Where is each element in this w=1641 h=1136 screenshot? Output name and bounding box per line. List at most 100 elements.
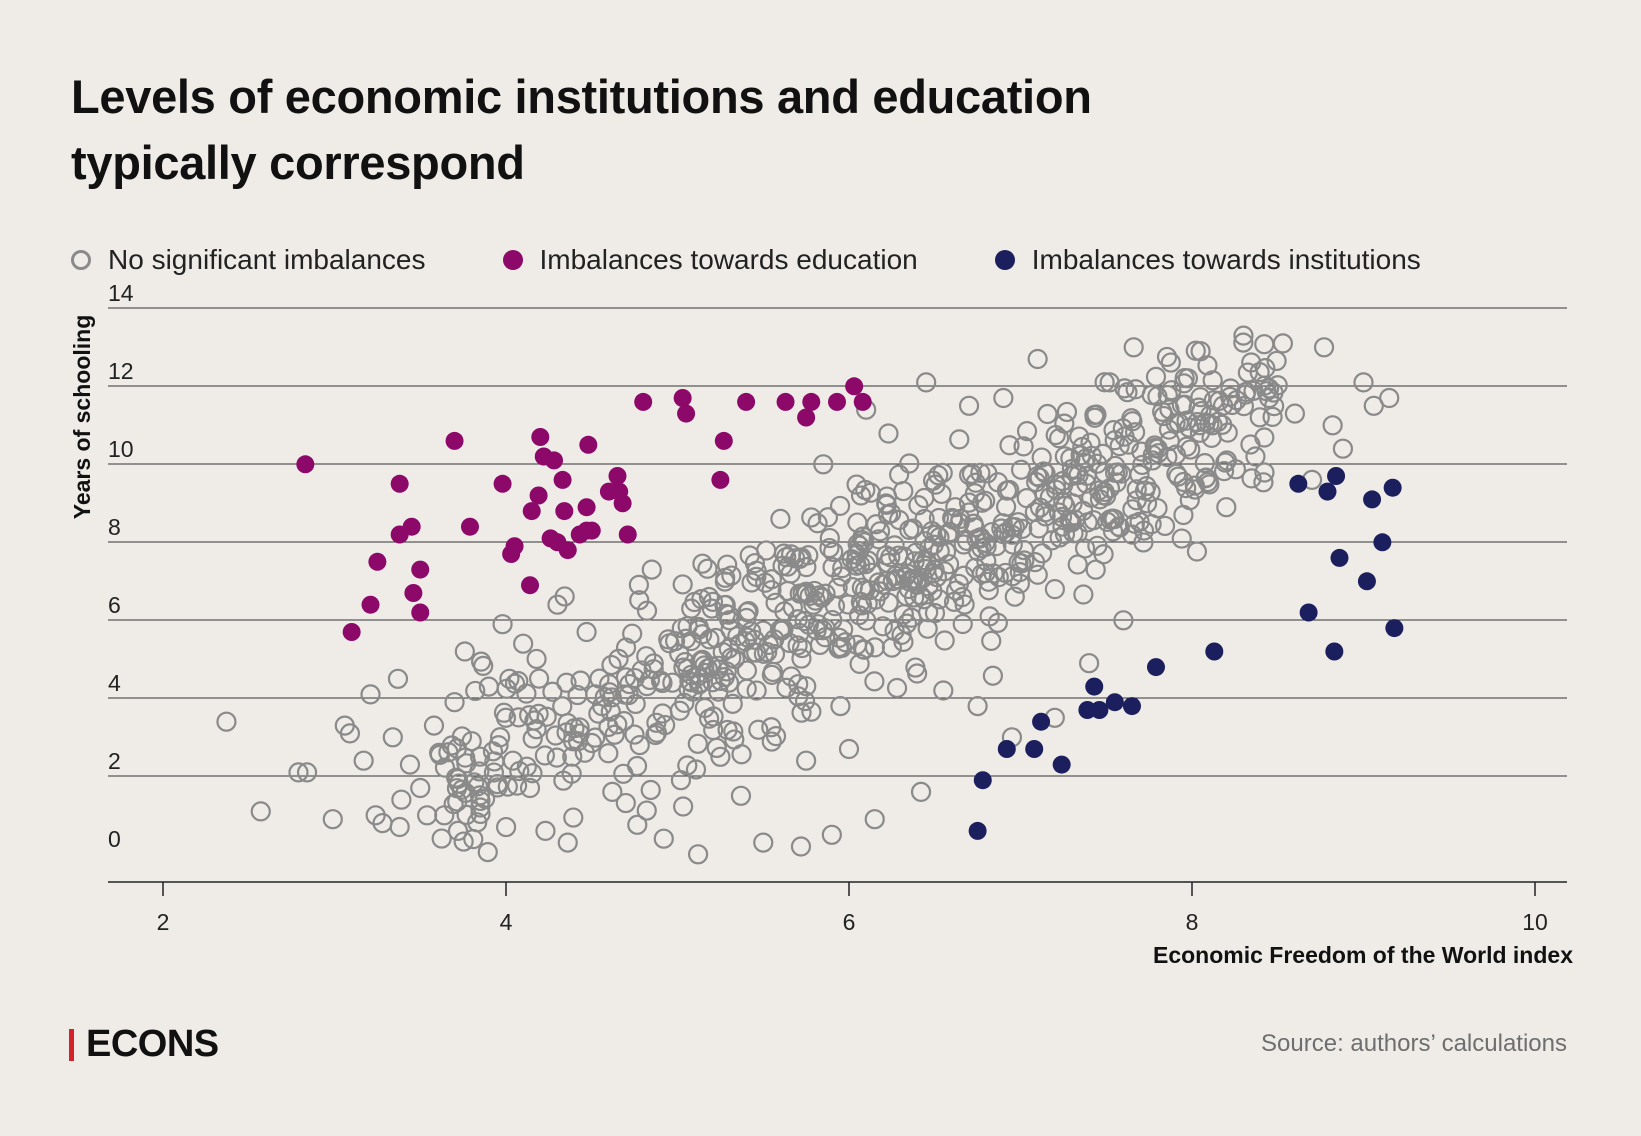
grey-point (697, 558, 718, 579)
grey-point (761, 580, 782, 601)
grey-point (703, 719, 724, 741)
grey-point (615, 792, 636, 814)
grey-point (1061, 512, 1082, 533)
grey-point (629, 590, 650, 611)
grey-point (918, 602, 939, 623)
grey-point (391, 789, 412, 810)
grey-point (1332, 438, 1354, 459)
education-point (460, 517, 479, 536)
x-axis: 2 4 6 8 10 (108, 881, 1567, 935)
grey-point (1016, 488, 1037, 509)
education-point (802, 392, 821, 411)
grey-point (952, 613, 973, 635)
legend-label-no-imbalances: No significant imbalances (108, 244, 426, 275)
grey-point (322, 809, 343, 830)
y-tick-label: 4 (108, 670, 121, 696)
grey-point (780, 563, 801, 584)
grey-point (1049, 428, 1070, 449)
grey-point (975, 532, 996, 553)
grey-point (899, 453, 920, 474)
grey-point (1126, 479, 1147, 500)
education-point (582, 521, 601, 540)
grey-point (846, 634, 868, 656)
grey-point (1176, 478, 1197, 499)
grey-point (534, 745, 555, 766)
grey-point (735, 631, 756, 652)
grey-point (1099, 478, 1121, 499)
grey-point (849, 535, 870, 556)
grey-point (1013, 539, 1035, 561)
grey-point (934, 630, 955, 651)
grey-point (710, 670, 731, 692)
education-point (711, 470, 730, 489)
grey-point (546, 747, 567, 768)
grey-point (1063, 523, 1084, 544)
grey-point (1106, 472, 1127, 493)
grey-point (979, 606, 1000, 627)
grey-point (601, 654, 622, 676)
grey-point (988, 567, 1009, 588)
grey-point (761, 664, 782, 686)
grey-point (859, 580, 880, 601)
grey-point (982, 665, 1004, 686)
grey-point (473, 655, 494, 677)
grey-point (744, 553, 766, 574)
grey-point (721, 647, 742, 668)
grey-point (719, 610, 740, 631)
x-axis-label: Economic Freedom of the World index (1153, 942, 1573, 968)
filled-circle-icon (502, 250, 523, 270)
y-tick-label: 2 (108, 748, 121, 774)
grey-point (465, 680, 486, 702)
grey-point (624, 724, 645, 745)
grey-point (681, 664, 702, 686)
grey-point (701, 598, 722, 619)
grey-point (905, 657, 926, 678)
grey-point (1233, 332, 1254, 353)
grey-point (692, 553, 713, 574)
grey-point (685, 759, 707, 780)
grey-point (764, 644, 786, 665)
grey-point (945, 497, 966, 518)
grey-point (1080, 432, 1101, 453)
grey-point (864, 671, 885, 692)
grey-point (813, 454, 834, 475)
grey-point (688, 619, 709, 640)
brand-name: ECONS (86, 1023, 219, 1065)
education-point (608, 467, 627, 485)
grey-point (1180, 439, 1201, 460)
grey-point (608, 648, 629, 669)
y-tick-label: 0 (108, 826, 121, 852)
grey-point (615, 667, 637, 688)
education-point (634, 392, 653, 411)
grey-point (372, 812, 393, 834)
grey-point (787, 635, 808, 656)
grey-point (949, 429, 970, 450)
grey-point (1145, 366, 1167, 387)
grey-point (1272, 333, 1293, 354)
grey-point (488, 735, 509, 756)
grey-point (535, 820, 556, 842)
grey-point (877, 504, 899, 525)
grey-point (497, 776, 518, 797)
grey-point (1078, 653, 1100, 674)
education-point (531, 428, 550, 446)
x-tick-label: 4 (500, 909, 513, 935)
education-point (553, 470, 572, 489)
education-point (797, 408, 816, 427)
grey-point (1191, 401, 1212, 422)
legend-item-education: Imbalances towards education (502, 244, 918, 276)
grey-point (522, 763, 543, 784)
grey-point (910, 781, 932, 803)
grey-point (929, 541, 950, 562)
grey-point (791, 547, 812, 568)
grey-point (746, 560, 767, 581)
grey-point (720, 619, 741, 640)
grey-point (1067, 554, 1088, 575)
grey-point (1313, 337, 1335, 358)
grey-point (1085, 559, 1106, 580)
grey-point (434, 805, 455, 826)
grey-point (781, 666, 802, 687)
legend-label-education: Imbalances towards education (539, 244, 918, 275)
institutions-point (973, 771, 992, 790)
grey-point (687, 733, 708, 754)
